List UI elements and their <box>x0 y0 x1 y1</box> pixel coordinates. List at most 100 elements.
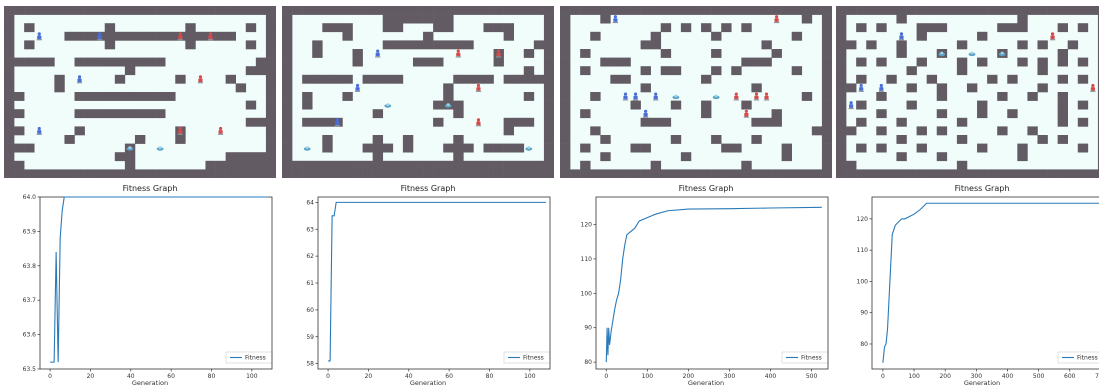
wall-block <box>503 74 514 84</box>
wall-block <box>145 169 156 178</box>
wall-block <box>1017 152 1028 162</box>
wall-block <box>14 169 25 178</box>
wall-block <box>302 6 313 15</box>
wall-block <box>936 169 948 178</box>
wall-block <box>74 92 85 101</box>
wall-block <box>185 31 196 41</box>
wall-block <box>821 143 832 153</box>
wall-block <box>836 135 847 144</box>
plot-area <box>871 196 1099 370</box>
red-agent-icon <box>217 126 224 135</box>
wall-block <box>215 160 226 170</box>
y-tick-label: 59 <box>306 334 314 341</box>
pickup-item-icon <box>998 51 1006 57</box>
wall-block <box>423 6 434 15</box>
wall-block <box>134 169 146 178</box>
red-agent-icon <box>475 118 482 127</box>
wall-block <box>493 6 504 15</box>
wall-block <box>155 92 166 101</box>
blue-agent-icon <box>375 49 381 58</box>
wall-block <box>1027 126 1038 136</box>
wall-block <box>886 74 897 84</box>
game-map-2 <box>282 6 554 178</box>
wall-block <box>590 6 601 15</box>
wall-block <box>265 74 276 84</box>
wall-block <box>560 31 571 41</box>
wall-block <box>791 31 803 41</box>
wall-block <box>433 40 444 50</box>
wall-block <box>543 126 554 136</box>
wall-block <box>453 152 464 162</box>
wall-block <box>134 6 146 15</box>
x-tick-label: 700 <box>1095 373 1099 380</box>
wall-block <box>956 135 968 144</box>
wall-block <box>560 74 571 84</box>
wall-block <box>292 6 303 15</box>
wall-block <box>896 40 907 50</box>
wall-block <box>580 109 591 119</box>
wall-block <box>1017 40 1028 50</box>
wall-block <box>543 57 554 67</box>
wall-block <box>372 6 384 15</box>
blue-agent-icon <box>632 92 639 101</box>
chart-title: Fitness Graph <box>679 184 734 193</box>
wall-block <box>503 23 514 33</box>
wall-block <box>14 109 25 119</box>
wall-block <box>956 6 968 15</box>
wall-block <box>731 6 742 15</box>
wall-block <box>412 57 424 67</box>
wall-block <box>4 6 15 15</box>
wall-block <box>292 169 303 178</box>
wall-block <box>711 31 722 41</box>
wall-block <box>114 109 126 119</box>
wall-block <box>282 152 293 162</box>
blue-agent-icon <box>643 109 649 118</box>
wall-block <box>543 100 554 110</box>
wall-block <box>322 169 333 178</box>
wall-block <box>533 160 545 170</box>
wall-block <box>600 152 611 162</box>
wall-block <box>533 6 545 15</box>
wall-block <box>94 169 106 178</box>
wall-block <box>856 169 867 178</box>
wall-block <box>54 169 65 178</box>
wall-block <box>876 169 887 178</box>
wall-block <box>342 23 353 33</box>
wall-block <box>1097 14 1099 24</box>
wall-block <box>205 160 216 170</box>
x-axis-label: Generation <box>132 379 168 387</box>
wall-block <box>670 6 682 15</box>
wall-block <box>836 160 847 170</box>
wall-block <box>1097 143 1099 153</box>
wall-block <box>245 117 257 127</box>
x-tick-label: 0 <box>604 373 608 380</box>
wall-block <box>493 169 504 178</box>
wall-block <box>570 6 581 15</box>
wall-block <box>580 6 591 15</box>
panel-1: Fitness Graph Generation Fitness 63.5 63.… <box>4 0 276 388</box>
wall-block <box>866 6 877 15</box>
wall-block <box>4 31 15 41</box>
red-agent-icon <box>495 49 502 58</box>
wall-block <box>560 40 571 50</box>
wall-block <box>731 143 742 153</box>
wall-block <box>580 143 591 153</box>
wall-block <box>886 169 897 178</box>
wall-block <box>114 31 126 41</box>
plot-area <box>595 196 829 370</box>
wall-block <box>1037 135 1048 144</box>
wall-block <box>382 6 394 15</box>
wall-block <box>821 40 832 50</box>
wall-block <box>876 6 887 15</box>
wall-block <box>155 109 166 119</box>
wall-block <box>560 83 571 93</box>
x-tick-label: 300 <box>971 373 983 380</box>
wall-block <box>145 57 156 67</box>
wall-block <box>114 6 126 15</box>
wall-block <box>997 6 1008 15</box>
wall-block <box>245 6 257 15</box>
wall-block <box>731 66 742 76</box>
wall-block <box>896 169 907 178</box>
wall-block <box>302 92 313 101</box>
y-tick-label: 110 <box>581 256 593 263</box>
